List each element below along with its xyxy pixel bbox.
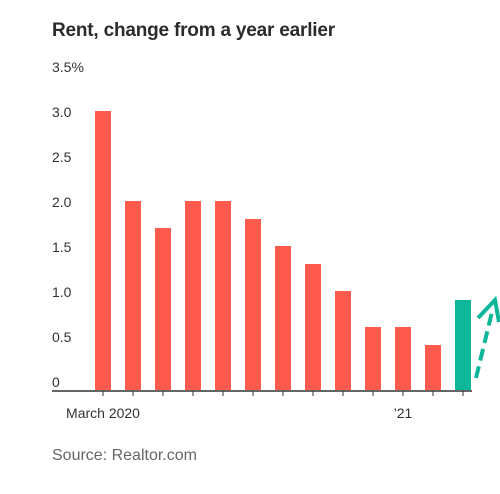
x-axis — [52, 390, 472, 396]
bars — [95, 111, 471, 390]
y-tick-label: 1.0 — [52, 284, 72, 300]
bar — [125, 201, 141, 390]
bar — [335, 291, 351, 390]
x-tick-label: March 2020 — [66, 405, 140, 421]
y-tick-label: 3.0 — [52, 104, 72, 120]
y-tick-label: 2.5 — [52, 149, 72, 165]
chart-title: Rent, change from a year earlier — [52, 20, 335, 41]
bar — [275, 246, 291, 390]
bar-highlight — [455, 300, 471, 390]
y-tick-label: 2.0 — [52, 194, 72, 210]
bar — [305, 264, 321, 390]
x-axis-tick-labels: March 2020 ’21 — [66, 405, 413, 421]
bar — [395, 327, 411, 390]
trend-arrow-shaft — [474, 311, 494, 379]
source-note: Source: Realtor.com — [52, 447, 197, 464]
bar — [95, 111, 111, 390]
bar — [425, 345, 441, 390]
x-tick-label: ’21 — [394, 405, 413, 421]
bar — [365, 327, 381, 390]
bar — [185, 201, 201, 390]
bar — [215, 201, 231, 390]
trend-arrow — [474, 295, 500, 379]
y-tick-label: 1.5 — [52, 239, 72, 255]
y-tick-label: 0.5 — [52, 329, 72, 345]
bar — [245, 219, 261, 390]
y-tick-label: 3.5% — [52, 59, 84, 75]
y-axis-tick-labels: 0 0.5 1.0 1.5 2.0 2.5 3.0 3.5% — [52, 59, 84, 390]
trend-arrow-head — [476, 295, 500, 323]
y-tick-label: 0 — [52, 374, 60, 390]
bar — [155, 228, 171, 390]
